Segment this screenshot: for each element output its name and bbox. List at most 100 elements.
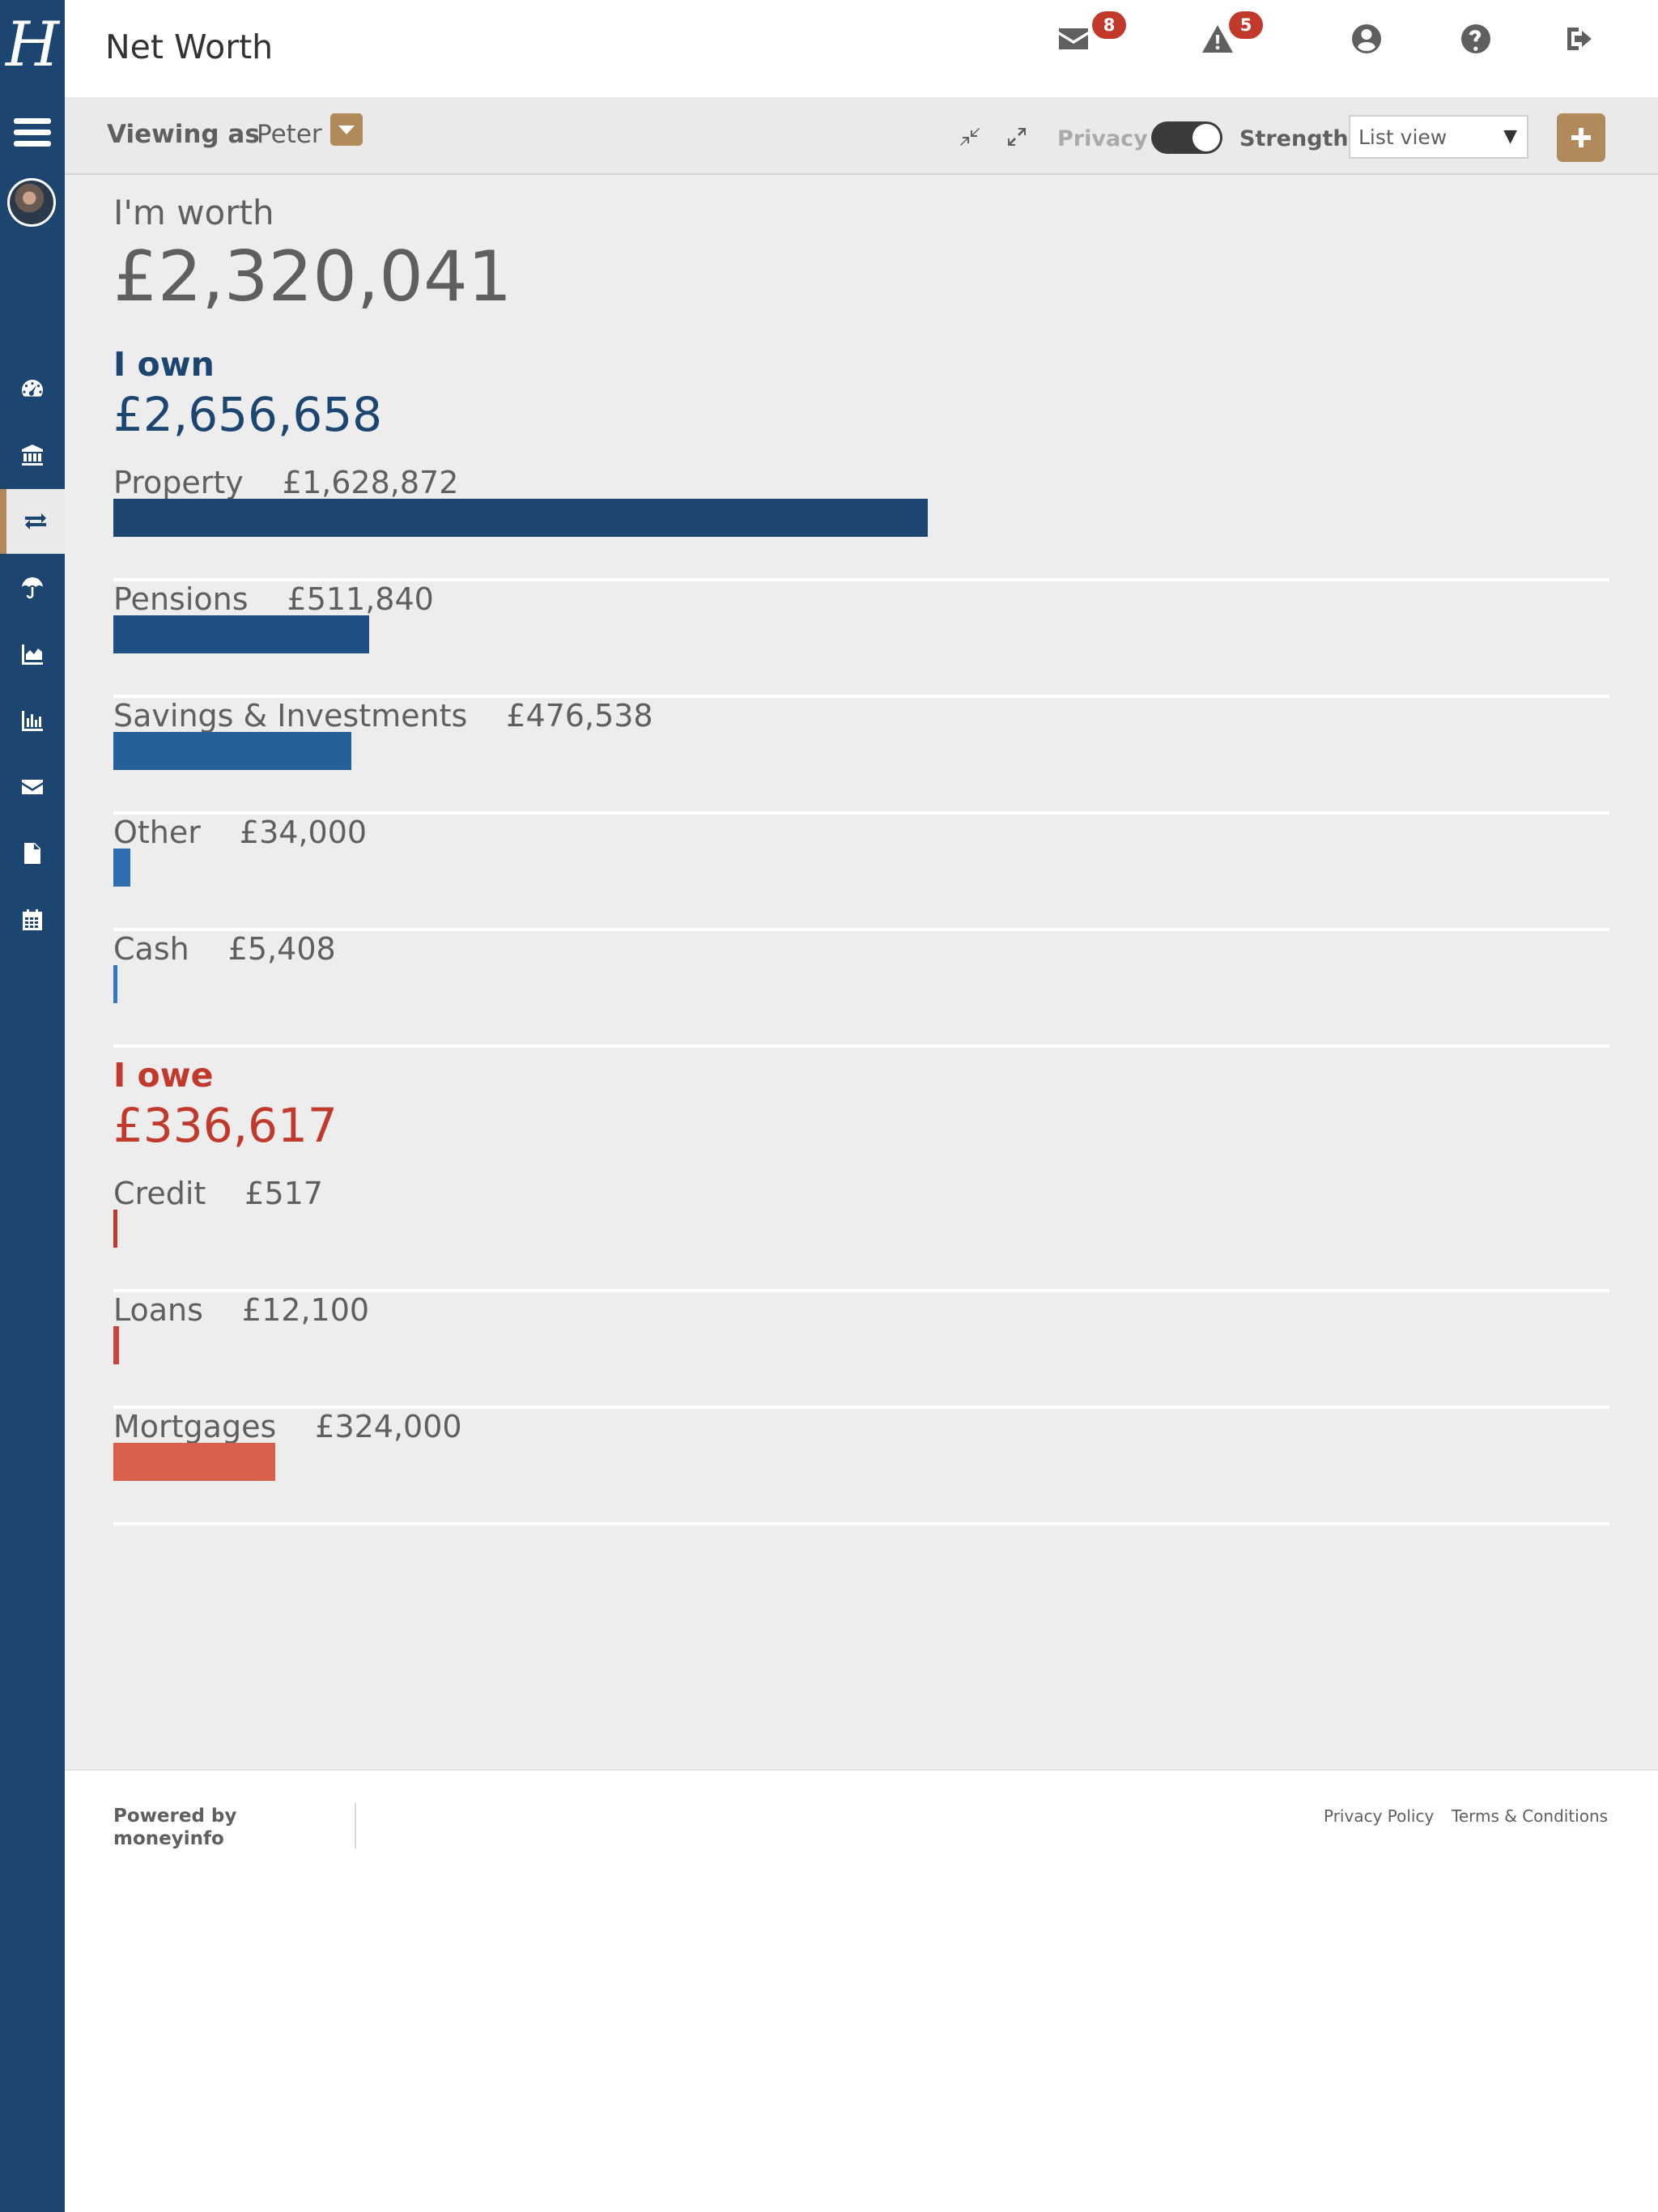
category-row-savings[interactable]: Savings & Investments £476,538 [113,698,1609,815]
viewing-as-label: Viewing as [107,120,260,149]
compress-icon [960,128,980,146]
sidebar-item-protection[interactable] [0,555,65,620]
category-bar [113,1326,119,1364]
expand-icon [1008,128,1026,146]
privacy-policy-link[interactable]: Privacy Policy [1324,1806,1435,1826]
umbrella-icon [22,576,43,599]
category-label: Mortgages [113,1409,277,1444]
sidebar-item-performance[interactable] [0,622,65,687]
sidebar-item-documents[interactable] [0,821,65,886]
own-total: £2,656,658 [113,387,383,442]
owe-section-title: I owe [113,1056,214,1095]
messages-button[interactable] [1049,15,1098,63]
sidebar-item-transfers[interactable] [0,489,65,554]
caret-down-icon [338,125,355,134]
privacy-label: Privacy [1057,126,1148,151]
category-text: Loans £12,100 [113,1292,369,1328]
help-button[interactable] [1452,15,1500,63]
category-text: Savings & Investments £476,538 [113,698,653,734]
category-value: £517 [244,1176,323,1211]
view-mode-select[interactable]: List view ▼ [1349,115,1528,159]
envelope-icon [22,780,43,794]
help-icon [1461,24,1490,53]
category-value: £34,000 [239,815,368,850]
powered-by-line2: moneyinfo [113,1828,224,1849]
warning-icon [1202,25,1233,53]
add-button[interactable] [1557,113,1605,162]
category-label: Savings & Investments [113,698,468,734]
net-worth-value: £2,320,041 [113,236,512,317]
logout-button[interactable] [1556,15,1605,63]
powered-by-line1: Powered by [113,1806,237,1827]
messages-badge: 8 [1092,11,1126,39]
category-text: Cash £5,408 [113,931,336,967]
viewing-as-dropdown[interactable] [330,113,363,146]
menu-icon [14,118,51,147]
sidebar-item-calendar[interactable] [0,887,65,952]
category-label: Loans [113,1292,203,1328]
calendar-icon [23,909,42,930]
envelope-icon [1059,28,1088,49]
category-text: Mortgages £324,000 [113,1409,462,1444]
category-row-cash[interactable]: Cash £5,408 [113,931,1609,1048]
sidebar: H [0,0,65,2212]
logo[interactable]: H [0,0,65,89]
page-title: Net Worth [105,28,274,66]
footer-divider [355,1803,356,1848]
expand-all-button[interactable] [1005,125,1029,149]
worth-label: I'm worth [113,193,274,232]
category-row-credit[interactable]: Credit £517 [113,1176,1609,1292]
category-bar [113,1443,275,1481]
transfer-icon [25,513,46,530]
category-row-other[interactable]: Other £34,000 [113,815,1609,931]
menu-button[interactable] [0,100,65,165]
category-value: £1,628,872 [282,465,459,500]
logout-icon [1567,28,1592,50]
category-bar [113,965,117,1003]
category-row-mortgages[interactable]: Mortgages £324,000 [113,1409,1609,1525]
category-value: £476,538 [506,698,653,734]
plus-icon [1571,128,1591,147]
category-label: Other [113,815,201,850]
viewing-as-value: Peter [257,120,322,149]
own-section-title: I own [113,345,215,384]
main-content: I'm worth £2,320,041 I own £2,656,658 Pr… [65,175,1658,1769]
category-text: Property £1,628,872 [113,465,458,500]
sidebar-item-dashboard[interactable] [0,356,65,421]
category-label: Property [113,465,244,500]
category-value: £511,840 [287,581,434,617]
footer: Powered by moneyinfo Privacy Policy Term… [65,1769,1658,2212]
category-bar [113,1210,117,1248]
sidebar-item-messages[interactable] [0,755,65,819]
collapse-all-button[interactable] [958,125,982,149]
bank-icon [22,445,43,466]
category-label: Credit [113,1176,206,1211]
powered-by: Powered by moneyinfo [113,1805,236,1850]
view-mode-value: List view [1358,125,1448,149]
terms-link[interactable]: Terms & Conditions [1452,1806,1609,1826]
category-text: Pensions £511,840 [113,581,434,617]
category-bar [113,615,369,653]
category-row-pensions[interactable]: Pensions £511,840 [113,581,1609,698]
strength-label: Strength [1239,126,1349,151]
category-value: £324,000 [315,1409,462,1444]
sidebar-item-reports[interactable] [0,688,65,753]
category-label: Pensions [113,581,249,617]
select-arrow-icon: ▼ [1503,126,1517,147]
logo-text: H [5,8,60,80]
dashboard-icon [22,380,43,397]
sidebar-item-accounts[interactable] [0,423,65,487]
privacy-toggle[interactable] [1151,121,1222,154]
top-header: Net Worth 8 5 [65,0,1658,97]
user-icon [1352,24,1381,53]
category-row-loans[interactable]: Loans £12,100 [113,1292,1609,1409]
privacy-toggle-knob [1192,124,1220,151]
category-bar [113,849,130,887]
avatar[interactable] [7,178,56,227]
category-value: £5,408 [227,931,336,967]
alerts-button[interactable] [1193,15,1242,63]
profile-button[interactable] [1342,15,1391,63]
bar-chart-icon [22,711,43,731]
category-row-property[interactable]: Property £1,628,872 [113,465,1609,581]
category-label: Cash [113,931,189,967]
